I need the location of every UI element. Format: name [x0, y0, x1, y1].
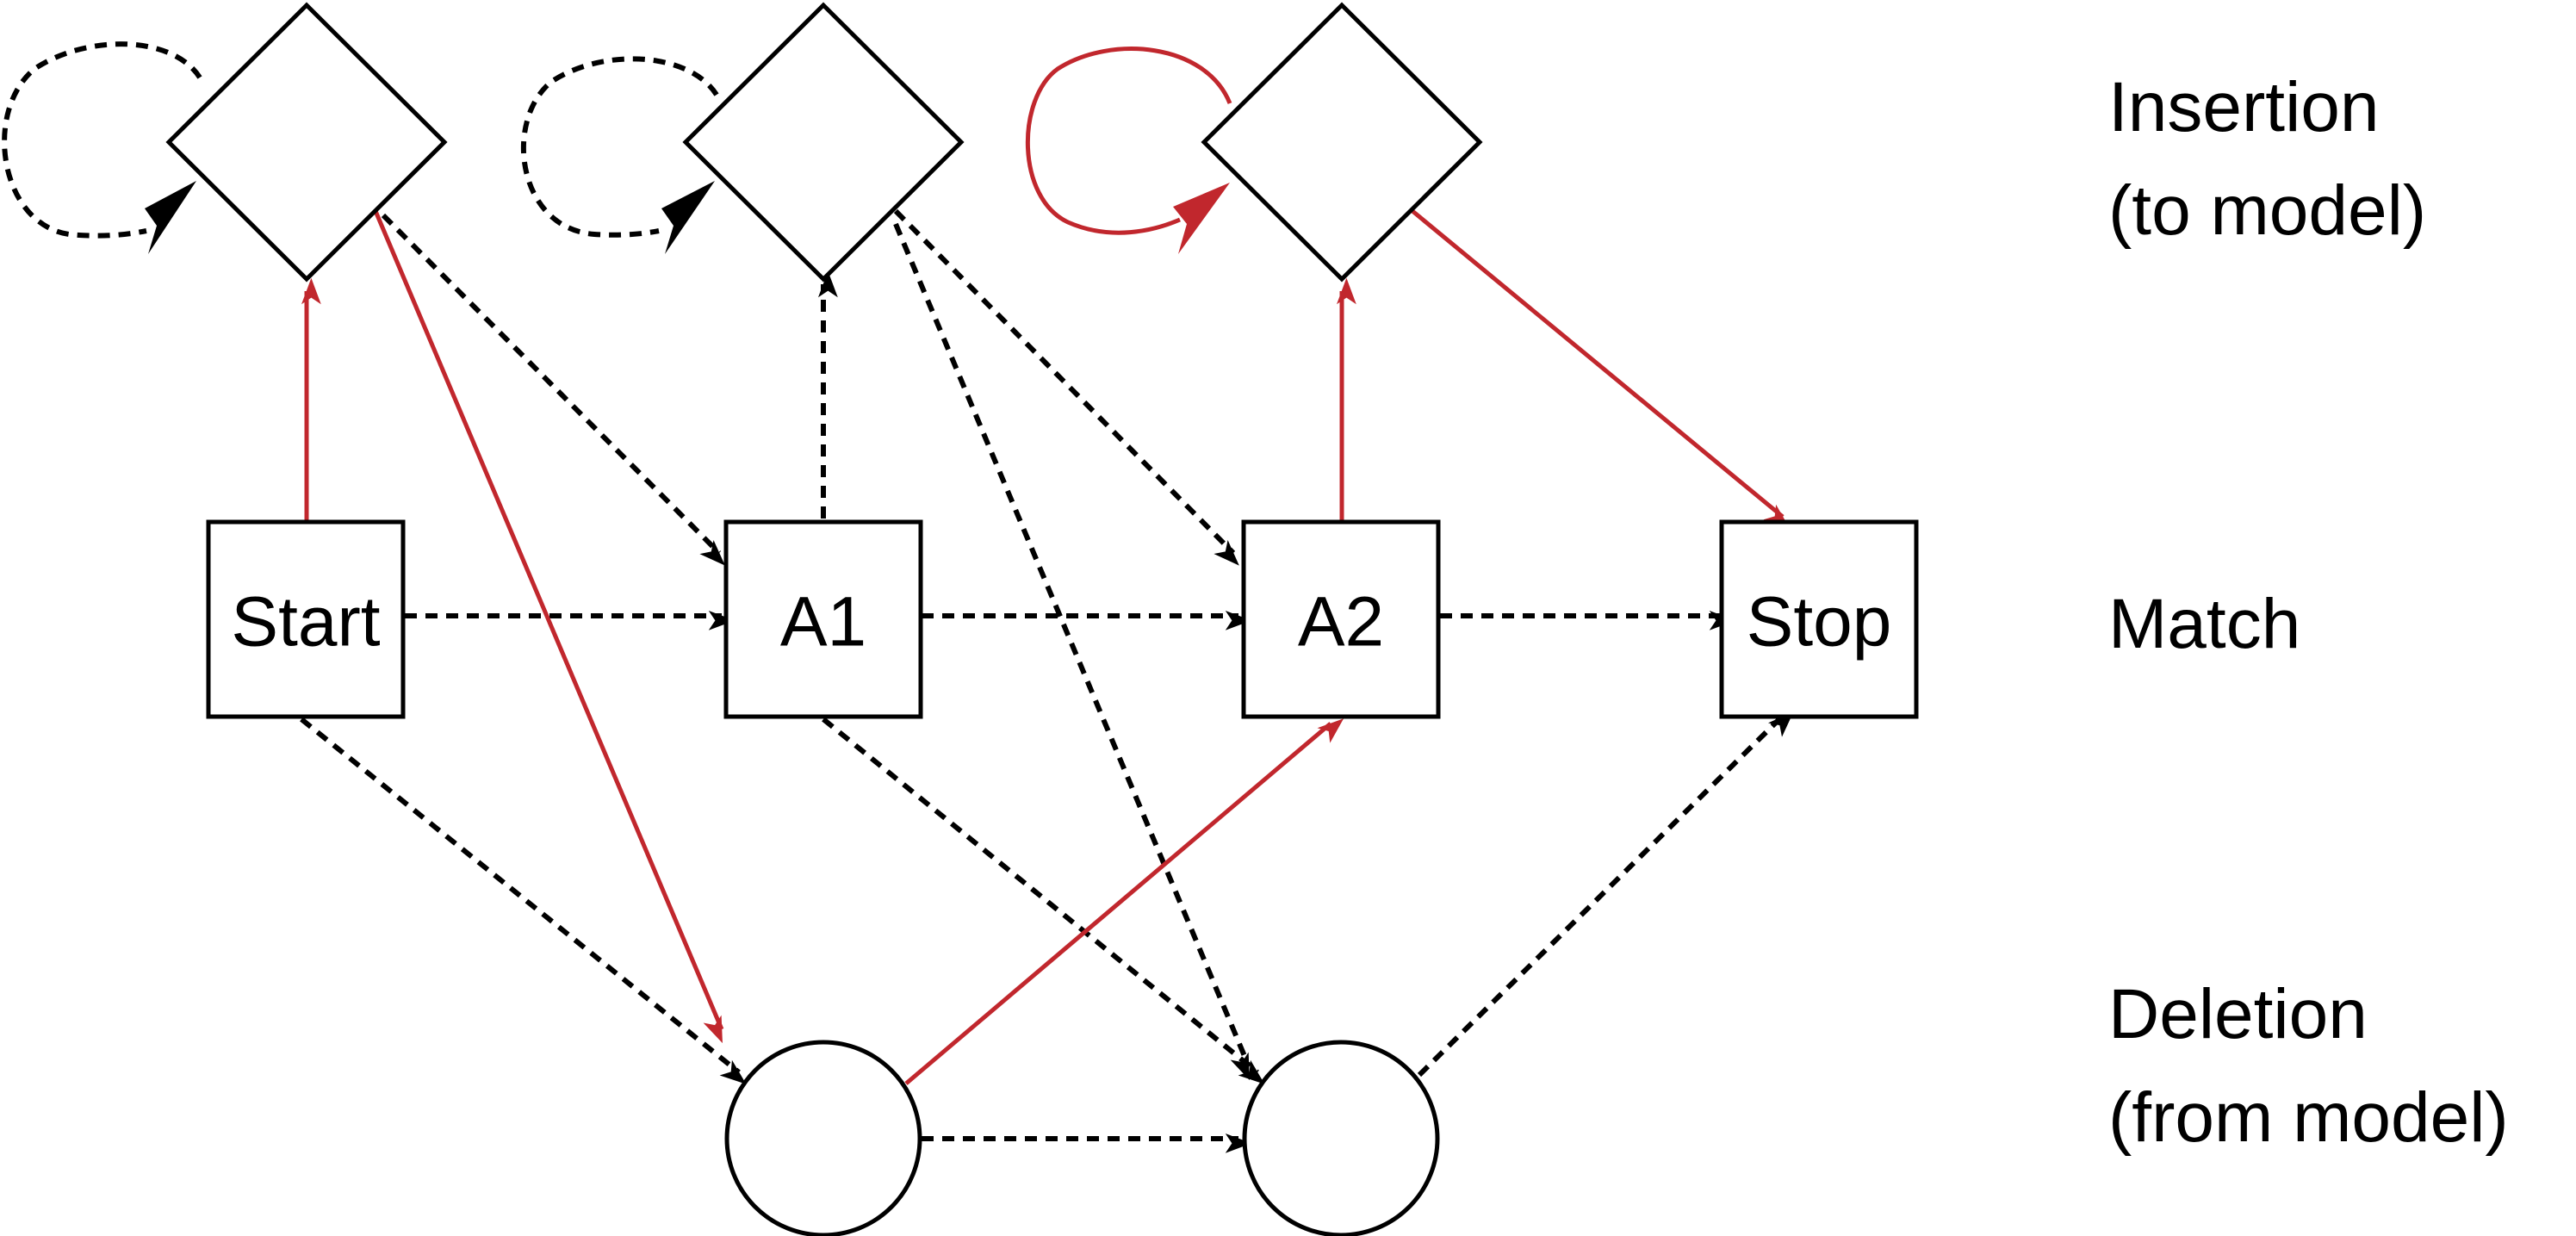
edge-d1-to-a2[interactable] [904, 718, 1344, 1085]
edge-i0-to-a1[interactable] [381, 213, 725, 566]
match-state-a1[interactable] [723, 519, 923, 719]
insert-state-1[interactable] [682, 2, 965, 283]
delete-state-2[interactable] [1242, 1040, 1440, 1236]
row-label-insertion: Insertion [2108, 68, 2380, 146]
insert-1-self-loop [521, 56, 719, 238]
insert-0-self-loop [2, 41, 202, 239]
match-state-stop-label: Stop [1747, 583, 1892, 661]
insert-2-self-loop[interactable] [1026, 47, 1232, 235]
insert-2-self-loop-head [1173, 183, 1230, 254]
match-state-a2-label: A2 [1298, 583, 1384, 661]
row-label-deletion-sub: (from model) [2108, 1078, 2509, 1157]
insert-state-2[interactable] [1201, 2, 1483, 283]
edge-i1-to-a2[interactable] [893, 208, 1239, 566]
insert-state-0[interactable] [165, 2, 448, 283]
match-state-a1-label: A1 [780, 583, 866, 661]
edge-i0-to-d1[interactable] [373, 210, 724, 1044]
match-state-start-label: Start [231, 583, 380, 661]
edge-i2-to-stop[interactable] [1411, 209, 1791, 529]
edge-start-to-d1[interactable] [300, 717, 747, 1084]
row-label-match: Match [2108, 585, 2300, 663]
match-state-stop[interactable] [1719, 519, 1919, 719]
row-label-insertion-sub: (to model) [2108, 171, 2426, 250]
edge-i1-to-d2[interactable] [893, 222, 1251, 1081]
row-label-deletion: Deletion [2108, 975, 2368, 1053]
delete-state-1[interactable] [724, 1040, 922, 1236]
edge-a1-to-d2[interactable] [822, 717, 1265, 1084]
insert-0-self-loop-head [145, 181, 196, 254]
insert-1-self-loop-head [661, 181, 715, 254]
match-state-start[interactable] [206, 519, 406, 719]
match-state-a2[interactable] [1241, 519, 1441, 719]
edge-d2-to-stop[interactable] [1417, 711, 1794, 1078]
